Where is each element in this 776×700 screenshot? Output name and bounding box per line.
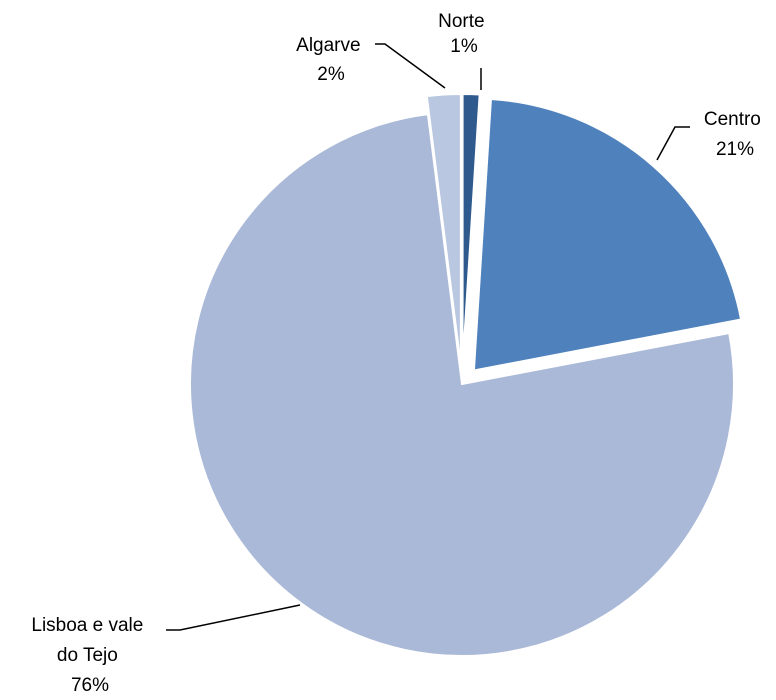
slice-value-algarve: 2% (317, 64, 345, 85)
slice-value-centro: 21% (716, 139, 754, 160)
pie-slice-lisboa (189, 113, 735, 657)
pie-slice-algarve (425, 93, 462, 367)
slice-label-norte: Norte (438, 11, 484, 32)
slice-label-algarve: Algarve (296, 35, 360, 56)
leader-algarve (375, 43, 446, 89)
pie-slices (189, 93, 743, 657)
slice-label-lisboa-line1: Lisboa e vale (31, 615, 143, 636)
slice-label-lisboa-line2: do Tejo (57, 645, 118, 666)
data-label-algarve: Algarve 2% (296, 35, 366, 85)
pie-slice-norte (461, 93, 481, 367)
data-labels: Norte 1% Centro 21% Lisboa e vale do Tej… (31, 11, 766, 696)
data-label-norte: Norte 1% (438, 11, 490, 57)
slice-label-centro: Centro (704, 109, 761, 130)
data-label-centro: Centro 21% (704, 109, 766, 160)
leader-lisboa (166, 604, 301, 631)
pie-slice-centro (472, 97, 743, 372)
slice-value-norte: 1% (450, 36, 478, 57)
leader-centro (656, 126, 690, 161)
leader-lines (166, 43, 690, 631)
slice-value-lisboa: 76% (71, 675, 109, 696)
data-label-lisboa: Lisboa e vale do Tejo 76% (31, 615, 148, 696)
